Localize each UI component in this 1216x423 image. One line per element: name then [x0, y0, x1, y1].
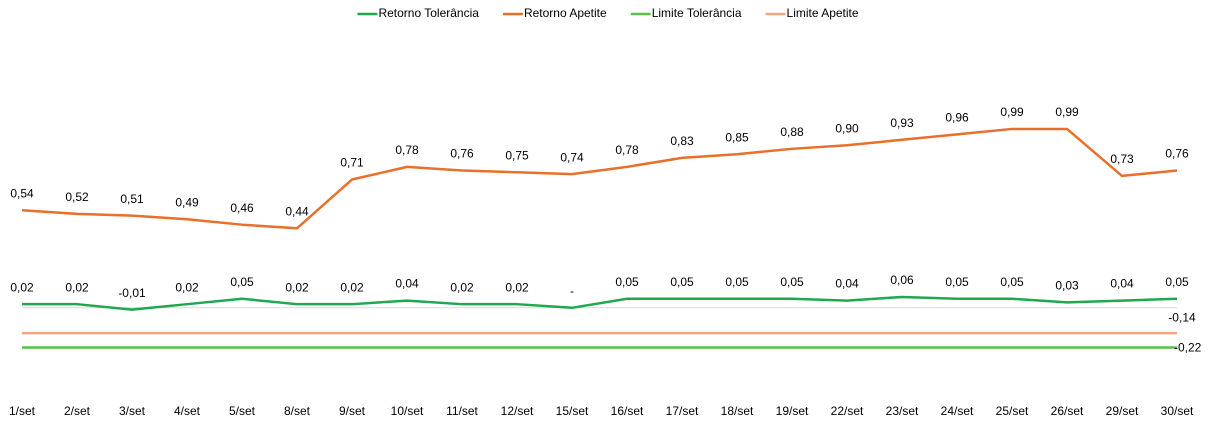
data-label: 0,05 [615, 275, 639, 289]
x-tick-label: 17/set [666, 404, 699, 418]
data-label: 0,78 [395, 143, 419, 157]
x-tick-label: 30/set [1161, 404, 1194, 418]
data-label: 0,05 [945, 275, 969, 289]
data-label: 0,05 [725, 275, 749, 289]
x-tick-label: 18/set [721, 404, 754, 418]
data-label: 0,78 [615, 143, 639, 157]
legend: Retorno Tolerância Retorno Apetite Limite … [357, 6, 859, 20]
data-label: 0,96 [945, 111, 969, 125]
data-label: 0,05 [780, 275, 804, 289]
data-label: 0,02 [65, 280, 89, 294]
data-label: 0,76 [1165, 147, 1189, 161]
data-label: 0,99 [1055, 105, 1079, 119]
legend-label: Retorno Apetite [524, 6, 607, 20]
data-label: 0,04 [835, 277, 859, 291]
data-label: 0,02 [175, 280, 199, 294]
data-label: 0,02 [450, 280, 474, 294]
x-tick-label: 8/set [284, 404, 311, 418]
data-label: 0,52 [65, 190, 89, 204]
data-label: 0,88 [780, 125, 804, 139]
x-tick-label: 15/set [556, 404, 589, 418]
data-label: 0,93 [890, 116, 914, 130]
x-tick-label: 11/set [446, 404, 478, 418]
series-line [21, 127, 1178, 230]
data-label: 0,06 [890, 273, 914, 287]
data-label: 0,04 [1110, 277, 1134, 291]
data-label: 0,05 [1000, 275, 1024, 289]
data-label: 0,71 [340, 156, 364, 170]
data-label: 0,83 [670, 134, 694, 148]
x-tick-label: 3/set [119, 404, 146, 418]
data-label: 0,02 [285, 280, 309, 294]
data-label: -0,22 [1174, 341, 1202, 355]
data-label: 0,74 [560, 150, 584, 164]
data-label: 0,54 [10, 186, 34, 200]
data-label: 0,73 [1110, 152, 1134, 166]
data-label: - [570, 284, 574, 298]
x-tick-label: 12/set [501, 404, 534, 418]
data-label: 0,90 [835, 121, 859, 135]
x-tick-label: 24/set [941, 404, 974, 418]
data-label: -0,14 [1168, 310, 1196, 324]
data-label: 0,75 [505, 148, 529, 162]
x-tick-label: 26/set [1051, 404, 1084, 418]
data-label: 0,05 [230, 275, 254, 289]
x-tick-label: 23/set [886, 404, 919, 418]
data-label: 0,51 [120, 192, 144, 206]
data-label: 0,99 [1000, 105, 1024, 119]
data-label: 0,02 [505, 280, 529, 294]
x-tick-label: 5/set [229, 404, 256, 418]
legend-label: Limite Apetite [787, 6, 859, 20]
data-label: 0,44 [285, 204, 309, 218]
x-tick-label: 29/set [1106, 404, 1139, 418]
data-label: 0,46 [230, 201, 254, 215]
x-tick-label: 10/set [391, 404, 424, 418]
data-label: -0,01 [118, 286, 146, 300]
x-tick-label: 25/set [996, 404, 1029, 418]
data-label: 0,03 [1055, 279, 1079, 293]
x-tick-label: 1/set [9, 404, 36, 418]
data-label: 0,76 [450, 147, 474, 161]
data-label: 0,04 [395, 277, 419, 291]
legend-label: Retorno Tolerância [378, 6, 479, 20]
data-label: 0,02 [340, 280, 364, 294]
x-tick-label: 2/set [64, 404, 91, 418]
x-tick-label: 22/set [831, 404, 864, 418]
x-tick-label: 19/set [776, 404, 809, 418]
data-label: 0,05 [1165, 275, 1189, 289]
data-label: 0,49 [175, 195, 199, 209]
data-label: 0,05 [670, 275, 694, 289]
series-line [22, 295, 1178, 311]
x-tick-label: 4/set [174, 404, 201, 418]
legend-label: Limite Tolerância [652, 6, 742, 20]
data-label: 0,02 [10, 280, 34, 294]
x-tick-label: 16/set [611, 404, 644, 418]
data-label: 0,85 [725, 130, 749, 144]
x-tick-label: 9/set [339, 404, 366, 418]
